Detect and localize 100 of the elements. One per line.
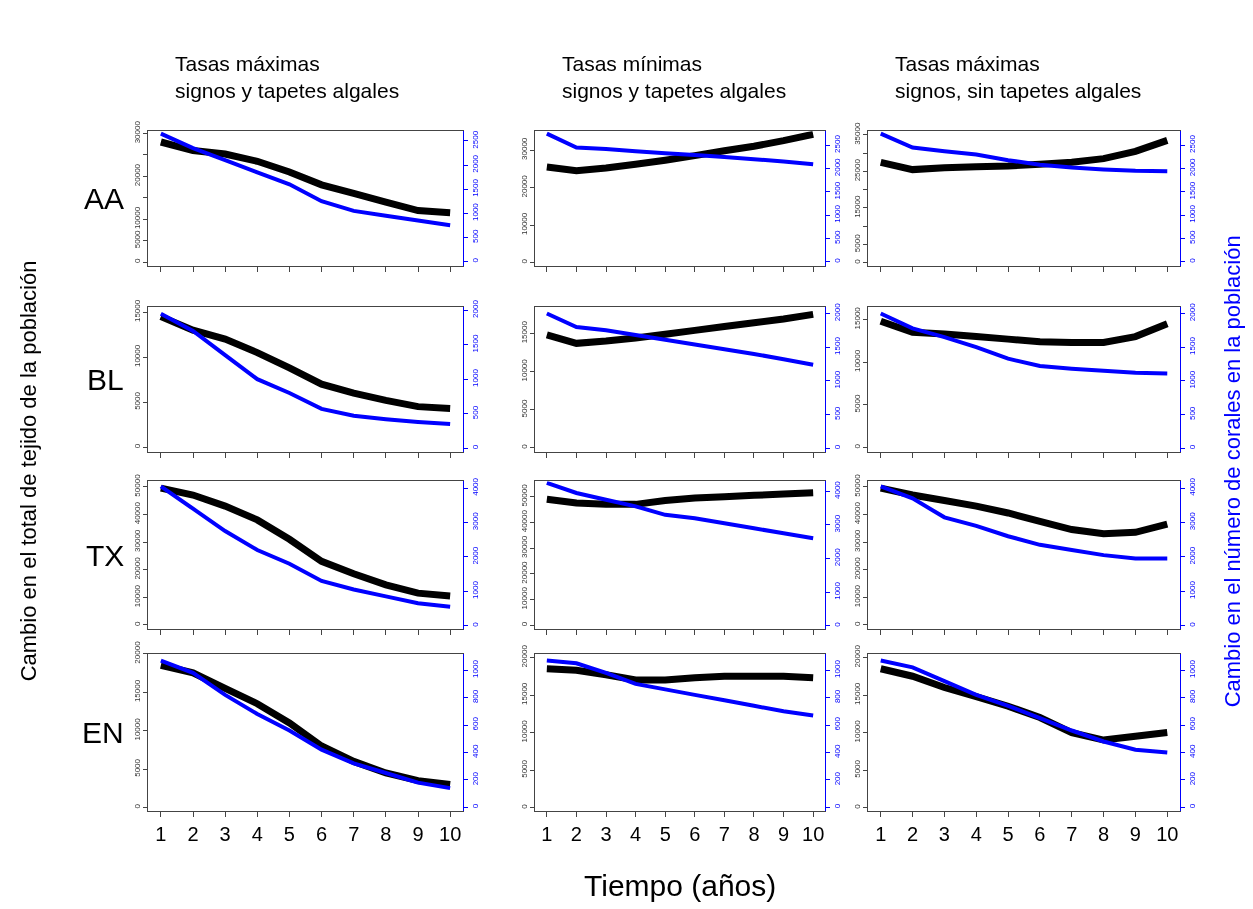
y2-tick-label: 0 — [1187, 803, 1197, 809]
y2-tick-label: 0 — [470, 621, 480, 627]
y-tick-label: 15000 — [852, 682, 862, 705]
x-tick-label: 8 — [1098, 823, 1110, 846]
y2-tick-label: 800 — [832, 689, 842, 704]
y-tick-label: 50000 — [852, 473, 862, 497]
y-tick-label: 5000 — [852, 394, 862, 413]
y-tick-label: 0 — [852, 443, 862, 449]
x-tick-label: 10 — [439, 823, 462, 846]
y2-tick-label: 2000 — [470, 546, 480, 565]
y-tick-label: 20000 — [519, 644, 529, 668]
line-series — [158, 311, 453, 427]
y2-tick-label: 2000 — [1187, 157, 1197, 177]
line-series — [544, 658, 816, 718]
y2-tick-label: 500 — [1187, 229, 1197, 244]
x-tick-label: 4 — [251, 823, 263, 846]
y-tick-label: 0 — [519, 258, 529, 264]
y2-tick-label: 0 — [1187, 621, 1197, 627]
line-series — [878, 658, 1170, 755]
y2-tick-label: 1000 — [470, 368, 480, 387]
y2-tick-label: 600 — [832, 716, 842, 731]
y2-tick-label: 2500 — [470, 130, 480, 149]
line-series — [544, 131, 816, 167]
x-tick-label: 1 — [875, 823, 887, 846]
y-tick-label: 10000 — [852, 584, 862, 608]
y2-tick-label: 600 — [470, 716, 480, 731]
y-tick-label: 5000 — [519, 399, 529, 418]
y-tick-label: 15000 — [519, 320, 529, 344]
y2-tick-label: 2500 — [1187, 134, 1197, 153]
y2-tick-label: 0 — [470, 803, 480, 809]
y2-tick-label: 0 — [1187, 257, 1197, 263]
y2-tick-label: 200 — [832, 771, 842, 786]
y2-axis-title: Cambio en el número de corales en la población — [1219, 235, 1245, 708]
y-tick-label: 20000 — [132, 640, 142, 664]
y2-tick-label: 1000 — [1187, 659, 1197, 678]
y2-tick-label: 200 — [470, 771, 480, 786]
y2-tick-label: 2000 — [470, 299, 480, 318]
x-tick-label: 5 — [659, 823, 671, 846]
x-tick-label: 8 — [380, 823, 392, 846]
y2-tick-label: 600 — [1187, 716, 1197, 731]
x-tick-label: 1 — [541, 823, 553, 846]
text: TX — [86, 539, 125, 572]
y-tick-label: 25000 — [852, 158, 862, 182]
y2-tick-label: 800 — [470, 689, 480, 704]
x-tick-label: 5 — [1002, 823, 1014, 846]
x-tick-label: 2 — [907, 823, 919, 846]
y2-tick-label: 1500 — [832, 336, 842, 355]
y-tick-label: 15000 — [852, 195, 862, 218]
y-tick-label: 15000 — [132, 679, 142, 703]
chart-title: Tasas máximas signos y tapetes algales — [175, 52, 400, 103]
text: BL — [87, 363, 124, 396]
x-tick-label: 6 — [689, 823, 701, 846]
x-tick-label: 10 — [1156, 823, 1179, 846]
y-tick-label: 0 — [852, 803, 862, 809]
y2-tick-label: 0 — [470, 257, 480, 263]
x-tick-label: 5 — [283, 823, 295, 846]
y2-tick-label: 800 — [1187, 689, 1197, 704]
y2-tick-label: 1500 — [470, 178, 480, 197]
x-tick-label: 9 — [1129, 823, 1141, 846]
y-tick-label: 20000 — [132, 556, 142, 580]
y-tick-label: 0 — [852, 258, 862, 264]
y-tick-label: 15000 — [132, 299, 142, 323]
y2-tick-label: 0 — [1187, 444, 1197, 450]
line-series — [878, 484, 1170, 561]
y-tick-label: 10000 — [132, 717, 142, 741]
y2-tick-label: 2000 — [832, 547, 842, 567]
x-tick-label: 2 — [570, 823, 582, 846]
x-tick-label: 2 — [187, 823, 199, 846]
y-tick-label: 20000 — [852, 644, 862, 668]
y-tick-label: 30000 — [519, 535, 529, 558]
y-tick-label: 0 — [519, 621, 529, 627]
x-tick-label: 3 — [938, 823, 950, 846]
y2-tick-label: 1000 — [1187, 370, 1197, 389]
y2-tick-label: 3000 — [1187, 511, 1197, 531]
y2-tick-label: 2000 — [832, 302, 842, 322]
y2-tick-label: 1000 — [832, 659, 842, 678]
x-tick-label: 1 — [155, 823, 167, 846]
y-tick-label: 35000 — [852, 122, 862, 145]
y-tick-label: 0 — [519, 443, 529, 449]
x-tick-label: 10 — [802, 823, 825, 846]
x-tick-label: 7 — [1066, 823, 1078, 846]
y-tick-label: 10000 — [519, 719, 529, 743]
line-series — [544, 311, 816, 367]
y-axis-title: Cambio en el total de tejido de la población — [15, 260, 41, 682]
y2-tick-label: 400 — [470, 744, 480, 758]
y2-tick-label: 2000 — [1187, 302, 1197, 322]
line-series — [878, 311, 1170, 376]
y-tick-label: 5000 — [132, 758, 142, 777]
y-tick-label: 10000 — [132, 206, 142, 230]
y-tick-label: 50000 — [132, 473, 142, 497]
y2-tick-label: 1000 — [470, 659, 480, 678]
x-tick-label: 6 — [316, 823, 328, 846]
y2-tick-label: 500 — [1187, 406, 1197, 421]
y-tick-label: 40000 — [132, 501, 142, 525]
x-tick-label: 4 — [630, 823, 642, 846]
y2-tick-label: 500 — [832, 229, 842, 244]
y2-tick-label: 500 — [470, 228, 480, 243]
y2-tick-label: 4000 — [470, 477, 480, 496]
y2-tick-label: 0 — [832, 621, 842, 627]
y-tick-label: 10000 — [519, 586, 529, 610]
